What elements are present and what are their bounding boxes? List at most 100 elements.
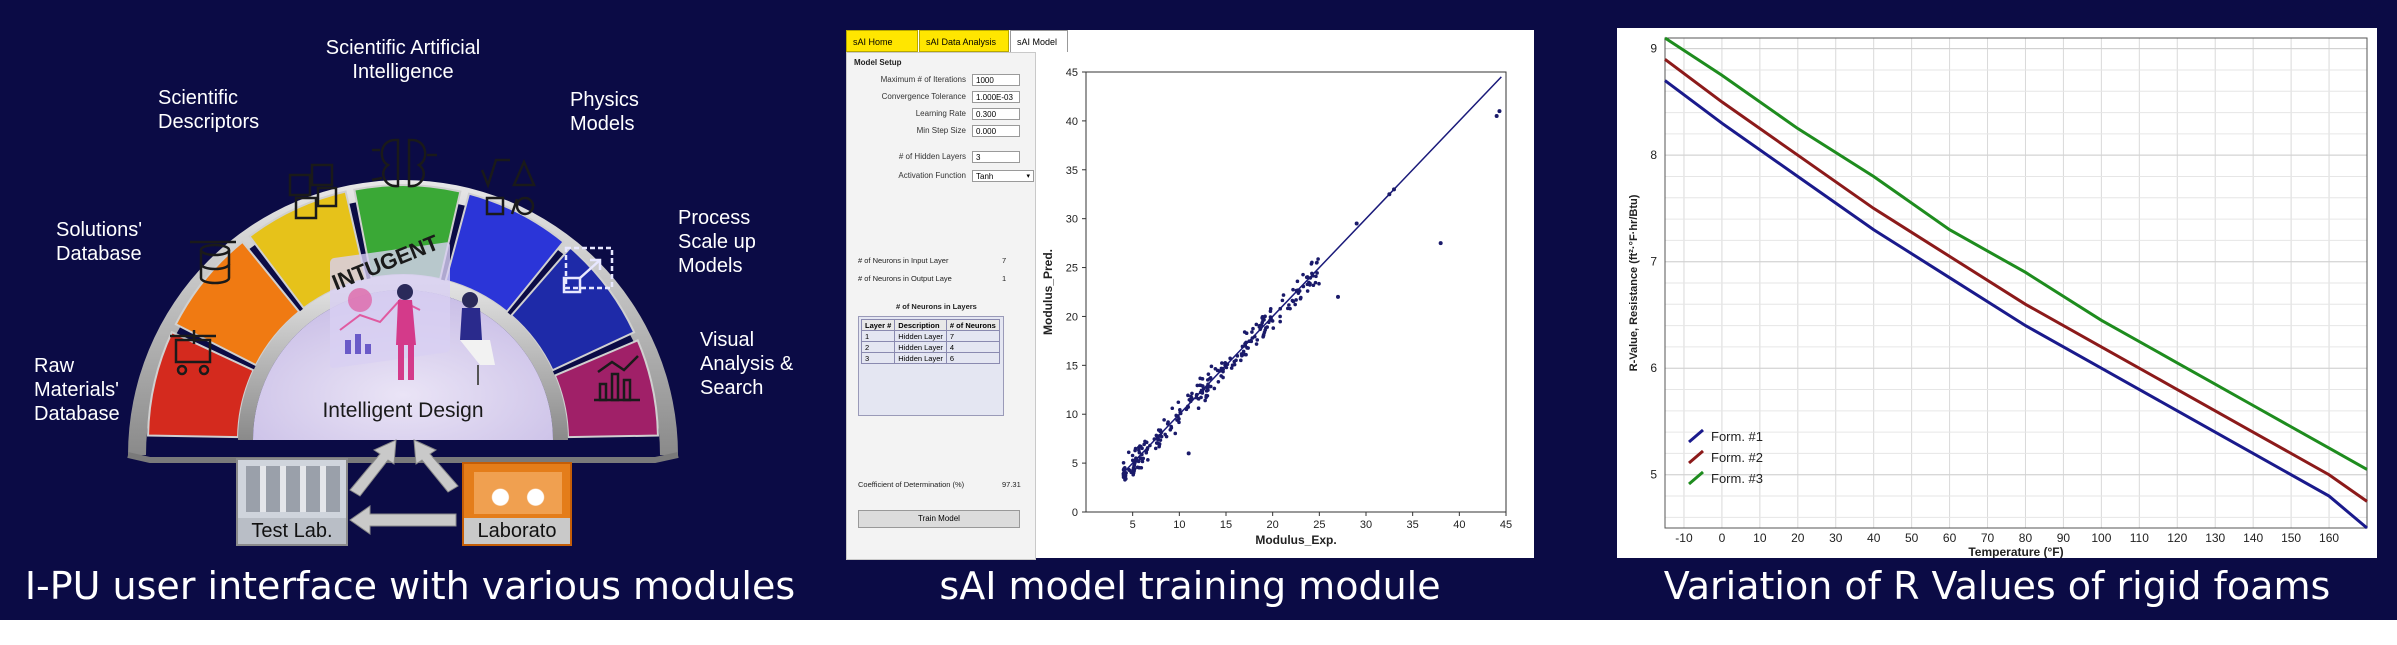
- tab-home[interactable]: sAI Home Page: [846, 30, 918, 69]
- neurons-input-value: 7: [1002, 256, 1007, 265]
- data-point: [1247, 339, 1251, 344]
- label-physics-models: Physics Models: [570, 89, 639, 135]
- setup-field-input[interactable]: 0.300: [972, 108, 1020, 120]
- slide-background: INTUGENT Intelligent Design Scientific A…: [0, 0, 2397, 620]
- data-point: [1124, 476, 1128, 481]
- data-point: [1155, 441, 1160, 445]
- data-point: [1148, 443, 1152, 448]
- table-row[interactable]: 3 Hidden Layer 6: [860, 352, 1000, 364]
- data-point: [1250, 330, 1254, 334]
- data-point: [1200, 391, 1205, 395]
- data-point: [1278, 306, 1283, 311]
- table-row[interactable]: 1 Hidden Layer 7: [860, 330, 1000, 342]
- data-point: [1244, 340, 1248, 345]
- y-tick-label: 6: [1650, 361, 1657, 375]
- data-point: [1177, 417, 1181, 421]
- train-model-button[interactable]: Train Model: [858, 510, 1020, 528]
- data-point: [1244, 331, 1249, 335]
- data-point: [1144, 450, 1149, 455]
- data-point: [1154, 433, 1159, 438]
- label-process-scaleup: Process Scale up Models: [678, 207, 756, 277]
- activation-label: Activation Function: [898, 171, 966, 180]
- chart-analysis-icon: [594, 355, 640, 402]
- data-point: [1186, 451, 1191, 456]
- x-tick-label: 110: [2130, 531, 2149, 545]
- data-point: [1268, 307, 1273, 311]
- activation-select[interactable]: Tanh ▾: [972, 170, 1034, 182]
- data-point: [1137, 450, 1142, 455]
- data-point: [1315, 271, 1319, 275]
- x-axis-label: Temperature (°F): [1968, 545, 2063, 558]
- data-point: [1132, 467, 1137, 471]
- data-point: [1314, 274, 1318, 279]
- label-scientific-ai: Scientific Artificial Intelligence: [325, 37, 481, 83]
- setup-field-label: Maximum # of Iterations: [880, 75, 966, 84]
- cycle-arrows: [349, 439, 459, 535]
- data-point: [1305, 289, 1310, 293]
- data-point: [1494, 114, 1499, 118]
- x-tick-label: 40: [1453, 519, 1465, 531]
- x-tick-label: 30: [1829, 531, 1843, 545]
- tab-data-analysis[interactable]: sAI Data Analysis: [919, 30, 1009, 52]
- layer-cell: Hidden Layer: [894, 352, 947, 364]
- data-point: [1438, 241, 1443, 246]
- data-point: [1255, 338, 1260, 342]
- x-tick-label: 0: [1719, 531, 1726, 545]
- y-tick-label: 15: [1066, 360, 1078, 372]
- brain-circuit-icon: [371, 138, 437, 188]
- x-tick-label: 30: [1360, 519, 1372, 531]
- data-point: [1190, 391, 1194, 396]
- data-point: [1122, 471, 1126, 475]
- model-setup-title: Model Setup: [854, 58, 902, 67]
- data-point: [1194, 393, 1199, 398]
- x-tick-label: 5: [1130, 519, 1136, 531]
- data-point: [1239, 358, 1243, 363]
- setup-field-input[interactable]: 1000: [972, 74, 1020, 86]
- table-row[interactable]: 2 Hidden Layer 4: [860, 341, 1000, 353]
- layer-cell: 3: [860, 352, 896, 364]
- data-point: [1220, 361, 1224, 365]
- data-point: [1232, 359, 1237, 364]
- rvalue-line-chart: -10 0 10 20 30 40 50 60 70 80 90 100 110 120 130 140 150…: [1628, 36, 2368, 559]
- hidden-layers-label: # of Hidden Layers: [898, 152, 966, 161]
- data-point: [1140, 452, 1144, 457]
- data-point: [1314, 261, 1319, 265]
- data-point: [1164, 434, 1169, 439]
- scale-up-icon: [562, 246, 614, 294]
- rvalue-panel: -10 0 10 20 30 40 50 60 70 80 90 100 110 120 130 140 150…: [1617, 28, 2377, 559]
- layer-cell: Hidden Layer: [894, 330, 947, 342]
- data-point: [1221, 375, 1225, 380]
- data-point: [1206, 372, 1211, 376]
- series-line: [1664, 58, 2368, 503]
- neurons-input-label: # of Neurons in Input Layer: [858, 256, 949, 265]
- hidden-layers-input[interactable]: 3: [972, 151, 1020, 163]
- data-point: [1223, 360, 1228, 365]
- data-point: [1301, 272, 1305, 277]
- data-point: [1207, 377, 1212, 381]
- data-point: [1141, 456, 1146, 461]
- data-point: [1311, 283, 1316, 288]
- data-point: [1281, 293, 1286, 297]
- lab-glassware-icon: [474, 472, 562, 514]
- data-point: [1246, 346, 1250, 350]
- x-tick-label: 70: [1981, 531, 1995, 545]
- data-point: [1153, 446, 1158, 451]
- data-point: [1215, 368, 1220, 373]
- layers-table[interactable]: Layer # Description # of Neurons 1 Hidden L…: [860, 319, 1000, 364]
- data-point: [1309, 262, 1314, 266]
- neurons-output-value: 1: [1002, 274, 1007, 283]
- y-tick-label: 20: [1066, 311, 1078, 323]
- setup-field-input[interactable]: 0.000: [972, 125, 1020, 137]
- tab-model[interactable]: sAI Model: [1010, 30, 1068, 52]
- data-point: [1254, 342, 1259, 346]
- y-tick-label: 10: [1066, 409, 1078, 421]
- data-point: [1294, 298, 1298, 302]
- setup-field-input[interactable]: 1.000E-03: [972, 91, 1020, 103]
- legend-swatch: [1688, 428, 1704, 444]
- x-tick-label: 160: [2319, 531, 2339, 545]
- data-point: [1133, 446, 1138, 451]
- x-tick-label: 80: [2019, 531, 2033, 545]
- data-point: [1178, 410, 1182, 415]
- database-hand-icon: [190, 240, 236, 285]
- data-point: [1196, 406, 1201, 411]
